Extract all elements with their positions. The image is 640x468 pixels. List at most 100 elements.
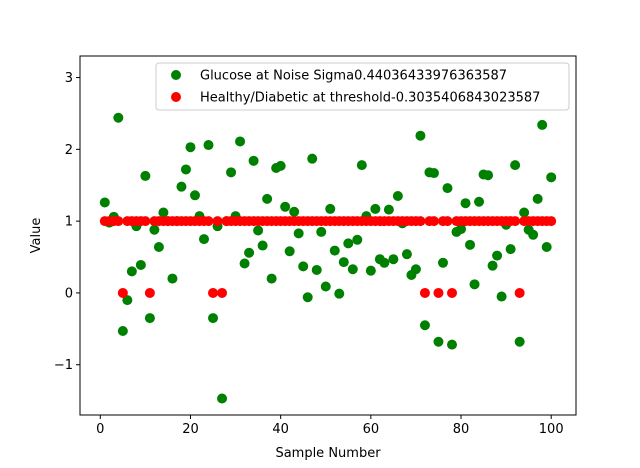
x-tick-label: 60 [363, 422, 380, 437]
series-0-point [280, 201, 291, 212]
series-0-point [329, 245, 340, 256]
series-0-point [239, 258, 250, 269]
series-0-point [433, 336, 444, 347]
x-axis-ticks: 0 20 40 60 80 100 [96, 415, 564, 437]
series-0-point [135, 259, 146, 270]
x-tick-label: 100 [539, 422, 564, 437]
series-1-point [419, 287, 430, 298]
series-0-point [203, 140, 214, 151]
series-0-point [388, 254, 399, 265]
series-0-point [365, 265, 376, 276]
series-0-point [208, 313, 219, 324]
series-0-point [401, 249, 412, 260]
x-tick-label: 40 [272, 422, 289, 437]
series-1-point [442, 216, 453, 227]
series-0-point [460, 198, 471, 209]
series-0-point [537, 119, 548, 130]
series-1-point [447, 287, 457, 298]
series-0-point [122, 295, 133, 306]
series-0-point [370, 203, 381, 214]
series-0-point [320, 281, 331, 292]
series-0-point [298, 261, 309, 272]
series-0-point [505, 244, 516, 255]
series-0-point [392, 191, 403, 202]
series-1-point [117, 287, 128, 298]
legend: Glucose at Noise Sigma0.4403643397636358… [155, 62, 570, 111]
y-tick-label: 3 [65, 71, 73, 86]
series-0-point [410, 264, 421, 275]
series-0-point [302, 292, 313, 303]
series-0-point [343, 238, 354, 249]
series-1-point [546, 216, 557, 227]
series-0-point [153, 241, 164, 252]
series-0-point [244, 247, 255, 258]
legend-marker-healthy-diabetic [171, 92, 181, 102]
series-0-point [483, 170, 494, 181]
series-0-point [113, 112, 124, 123]
legend-label-healthy-diabetic: Healthy/Diabetic at threshold-0.30354068… [200, 91, 540, 106]
series-0-point [352, 234, 363, 245]
series-0-point [99, 197, 110, 208]
series-0-point [158, 207, 169, 218]
series-0-point [487, 260, 498, 271]
series-0-point [437, 257, 448, 268]
series-0-point [469, 279, 480, 290]
series-0-point [311, 264, 322, 275]
series-0-point [419, 320, 430, 331]
series-0-point [189, 190, 200, 201]
series-0-point [266, 273, 277, 284]
series-0-point [275, 160, 286, 171]
series-0-point [519, 207, 530, 218]
legend-box [155, 62, 570, 111]
series-0-point [262, 193, 273, 204]
x-tick-label: 20 [182, 422, 199, 437]
series-0-point [149, 224, 160, 235]
series-1-point [140, 216, 151, 227]
series-0-point [541, 241, 552, 252]
series-0-point [248, 155, 259, 166]
series-0-point [253, 225, 264, 236]
series-0-point [492, 250, 503, 261]
series-1-point [415, 216, 426, 227]
y-tick-label: 2 [65, 143, 73, 158]
series-0-point [316, 226, 327, 237]
series-0-point [447, 339, 457, 350]
y-tick-label: −1 [54, 358, 73, 373]
series-1-point [433, 287, 444, 298]
series-0-point [474, 196, 485, 207]
series-0-point [217, 393, 228, 404]
series-0-point [383, 204, 394, 215]
legend-marker-glucose [171, 70, 181, 80]
series-0-point [325, 203, 336, 214]
series-1-point [208, 287, 219, 298]
series-0-point [293, 228, 304, 239]
series-0-point [199, 234, 209, 245]
series-0-point [180, 164, 191, 175]
series-0-point [185, 142, 196, 153]
legend-label-glucose: Glucose at Noise Sigma0.4403643397636358… [200, 69, 507, 84]
series-0-point [528, 229, 539, 240]
series-0-point [428, 168, 439, 179]
series-0-point [289, 206, 300, 217]
series-0-point [334, 288, 345, 299]
series-0-point [117, 325, 128, 336]
series-0-point [546, 172, 557, 183]
series-0-point [347, 264, 358, 275]
series-0-point [338, 257, 349, 268]
points-layer [99, 112, 557, 404]
series-0-point [284, 246, 295, 257]
series-0-point [226, 167, 237, 178]
series-0-point [257, 240, 268, 251]
series-0-point [167, 273, 178, 284]
y-axis-label: Value [29, 218, 44, 254]
series-0-point [176, 181, 187, 192]
series-0-point [415, 130, 426, 141]
series-0-point [514, 336, 525, 347]
series-1-point [510, 216, 521, 227]
series-1-point [514, 287, 525, 298]
series-0-point [126, 266, 137, 277]
series-1-point [428, 216, 439, 227]
y-tick-label: 1 [65, 215, 73, 230]
series-1-point [203, 216, 214, 227]
